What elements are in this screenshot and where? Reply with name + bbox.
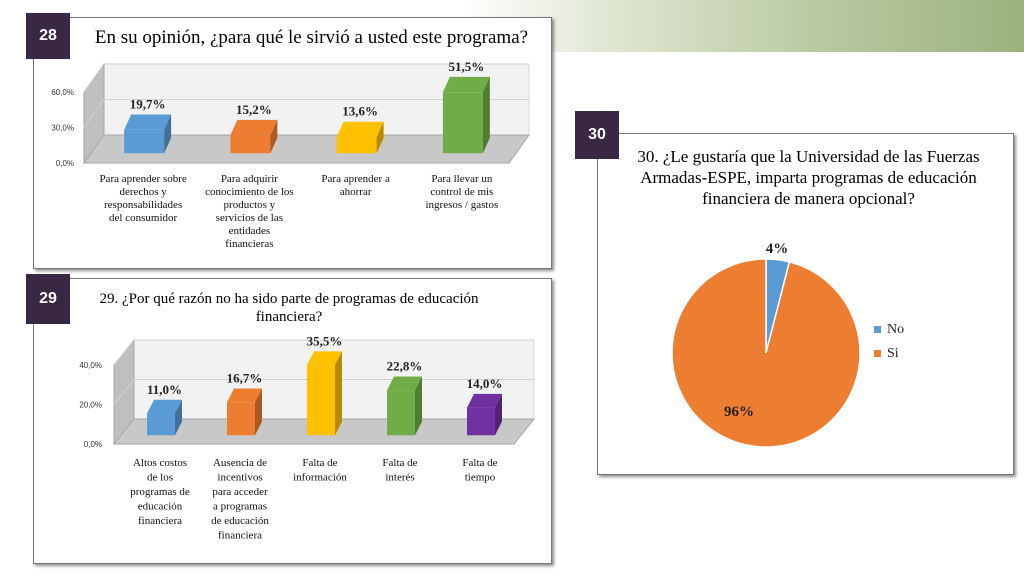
- chart-29-bar-top: [467, 393, 502, 408]
- chart-29-category-label: incentivos: [217, 472, 262, 484]
- chart-29-category-label: Altos costos: [133, 457, 187, 469]
- chart-28-bar-top: [336, 121, 384, 138]
- chart-28-ytick-label: 0,0%: [56, 159, 74, 168]
- chart-28-bar-top: [442, 76, 490, 93]
- chart-29-category-label: de los: [147, 472, 173, 484]
- chart-30-slice: [671, 258, 861, 448]
- chart-29-category-label: programas de: [130, 486, 190, 498]
- chart-30-data-label: 96%: [724, 404, 754, 420]
- chart-28-category-label: ahorrar: [340, 186, 372, 198]
- chart-29-bar-side: [335, 351, 342, 436]
- chart-28-bar: [124, 129, 165, 154]
- chart-29-ytick-label: 0,0%: [84, 440, 102, 449]
- chart-29-category-label: tiempo: [465, 472, 496, 484]
- chart-29-category-label: Falta de: [462, 457, 497, 469]
- chart-30-legend-swatch: [874, 326, 881, 333]
- chart-28-bar: [230, 135, 271, 154]
- chart-29-bar-top: [387, 376, 422, 391]
- chart-28-data-label: 51,5%: [449, 59, 485, 74]
- chart-30-legend-swatch: [874, 350, 881, 357]
- chart-28-category-label: derechos y: [119, 186, 167, 198]
- chart-28-category-label: Para aprender a: [321, 173, 390, 185]
- chart-28-title: En su opinión, ¿para qué le sirvió a ust…: [94, 27, 529, 48]
- chart-28-category-label: servicios de las: [216, 212, 283, 224]
- chart-28-category-label: Para llevar un: [431, 173, 493, 185]
- chart-28-bar: [442, 92, 483, 154]
- chart-29-bar-side: [175, 399, 182, 436]
- chart-28-data-label: 13,6%: [342, 104, 378, 119]
- chart-28-ytick-label: 30,0%: [51, 124, 74, 133]
- chart-28-category-label: financieras: [225, 238, 273, 250]
- chart-29-category-label: de educación: [211, 515, 269, 527]
- chart-28-bar: [336, 137, 377, 154]
- chart-28-category-label: del consumidor: [109, 212, 177, 224]
- chart-29-category-label: interés: [385, 472, 414, 484]
- chart-28-number-badge: 28: [26, 13, 70, 59]
- chart-30-panel: 30. ¿Le gustaría que la Universidad de l…: [597, 133, 1014, 475]
- chart-29-data-label: 35,5%: [307, 333, 343, 348]
- chart-28-bar-top: [230, 119, 278, 136]
- chart-28-gridline: [83, 99, 529, 128]
- chart-28-category-label: Para adquirir: [221, 173, 278, 185]
- chart-30-plot: 4% 96% No Si: [671, 241, 904, 448]
- chart-29-ytick-label: 40,0%: [79, 361, 102, 370]
- chart-29-bar-top: [307, 351, 342, 366]
- chart-29-category-label: financiera: [138, 515, 182, 527]
- chart-30-data-label: 4%: [766, 241, 789, 257]
- chart-29-category-label: Falta de: [382, 457, 417, 469]
- chart-28-plot: 0,0%30,0%60,0%19,7%Para aprender sobrede…: [51, 59, 530, 250]
- chart-30-title: 30. ¿Le gustaría que la Universidad de l…: [637, 147, 980, 208]
- chart-29-category-label: educación: [138, 501, 183, 513]
- chart-29-data-label: 22,8%: [387, 358, 423, 373]
- chart-29-data-label: 11,0%: [147, 382, 182, 397]
- chart-29-gridline: [113, 339, 534, 366]
- chart-29-ytick-label: 20,0%: [79, 401, 102, 410]
- chart-28-bar-side: [482, 76, 490, 154]
- chart-28-category-label: control de mis: [430, 186, 493, 198]
- chart-29-category-label: financiera: [218, 530, 262, 542]
- chart-28-floor: [83, 134, 530, 164]
- chart-28-category-label: productos y: [224, 199, 276, 211]
- chart-28-bar-side: [270, 119, 278, 154]
- chart-28-category-label: conocimiento de los: [205, 186, 294, 198]
- chart-30-legend-label: Si: [887, 346, 899, 361]
- chart-29-bar: [307, 365, 335, 436]
- chart-29-bar: [227, 402, 255, 436]
- chart-29-bar-side: [255, 388, 262, 436]
- chart-29-number-badge: 29: [26, 274, 70, 324]
- chart-29-category-label: Falta de: [302, 457, 337, 469]
- chart-29-data-label: 14,0%: [467, 376, 503, 391]
- chart-28-bar-top: [124, 114, 172, 130]
- chart-29-plot: 0,0% 20,0% 40,0% 11,0% Altos costos de los pro…: [79, 333, 536, 542]
- chart-28-bar-side: [164, 114, 172, 154]
- chart-29-category-label: información: [293, 472, 347, 484]
- chart-28-data-label: 15,2%: [236, 102, 272, 117]
- chart-29-category-label: Ausencia de: [213, 457, 267, 469]
- chart-29-bar-side: [415, 376, 422, 436]
- chart-28-gridline: [83, 63, 529, 93]
- chart-29-bar-top: [147, 399, 182, 414]
- chart-28-ytick-label: 60,0%: [51, 88, 74, 97]
- chart-29-category-label: para acceder: [212, 486, 268, 498]
- chart-29-bar: [387, 390, 415, 436]
- chart-29-bar-side: [495, 393, 502, 436]
- chart-29-bar: [467, 407, 495, 436]
- chart-29-bar: [147, 413, 175, 436]
- chart-28-bar-side: [376, 121, 384, 154]
- chart-29-title: 29. ¿Por qué razón no ha sido parte de p…: [99, 291, 479, 325]
- chart-28-panel: En su opinión, ¿para qué le sirvió a ust…: [33, 17, 552, 269]
- chart-30-legend-label: No: [887, 322, 904, 337]
- chart-29-data-label: 16,7%: [227, 371, 263, 386]
- chart-29-bar-top: [227, 388, 262, 403]
- chart-29-panel: 29. ¿Por qué razón no ha sido parte de p…: [33, 278, 552, 564]
- chart-28-category-label: entidades: [229, 225, 271, 237]
- chart-30-number-badge: 30: [575, 111, 619, 159]
- chart-29-category-label: a programas: [213, 501, 267, 513]
- chart-28-category-label: Para aprender sobre: [99, 173, 186, 185]
- chart-28-category-label: ingresos / gastos: [426, 199, 499, 211]
- chart-28-category-label: responsabilidades: [104, 199, 182, 211]
- chart-28-data-label: 19,7%: [130, 96, 166, 111]
